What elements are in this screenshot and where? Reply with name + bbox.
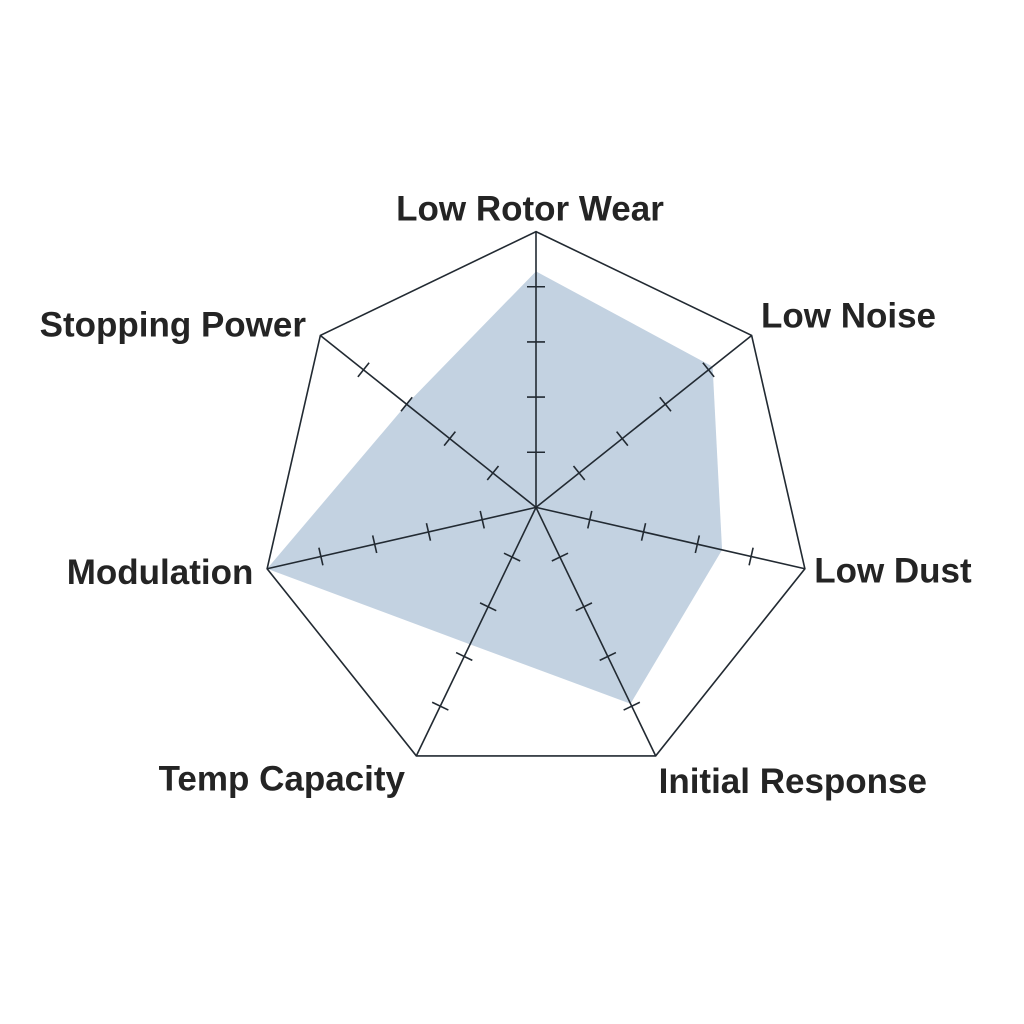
- svg-text:Low Rotor Wear: Low Rotor Wear: [396, 190, 664, 229]
- svg-text:Temp Capacity: Temp Capacity: [159, 760, 406, 799]
- svg-text:Modulation: Modulation: [67, 553, 254, 592]
- svg-text:Stopping Power: Stopping Power: [40, 305, 307, 344]
- svg-text:Initial Response: Initial Response: [659, 762, 927, 801]
- svg-text:Low Noise: Low Noise: [761, 297, 936, 336]
- svg-text:Low Dust: Low Dust: [814, 552, 972, 591]
